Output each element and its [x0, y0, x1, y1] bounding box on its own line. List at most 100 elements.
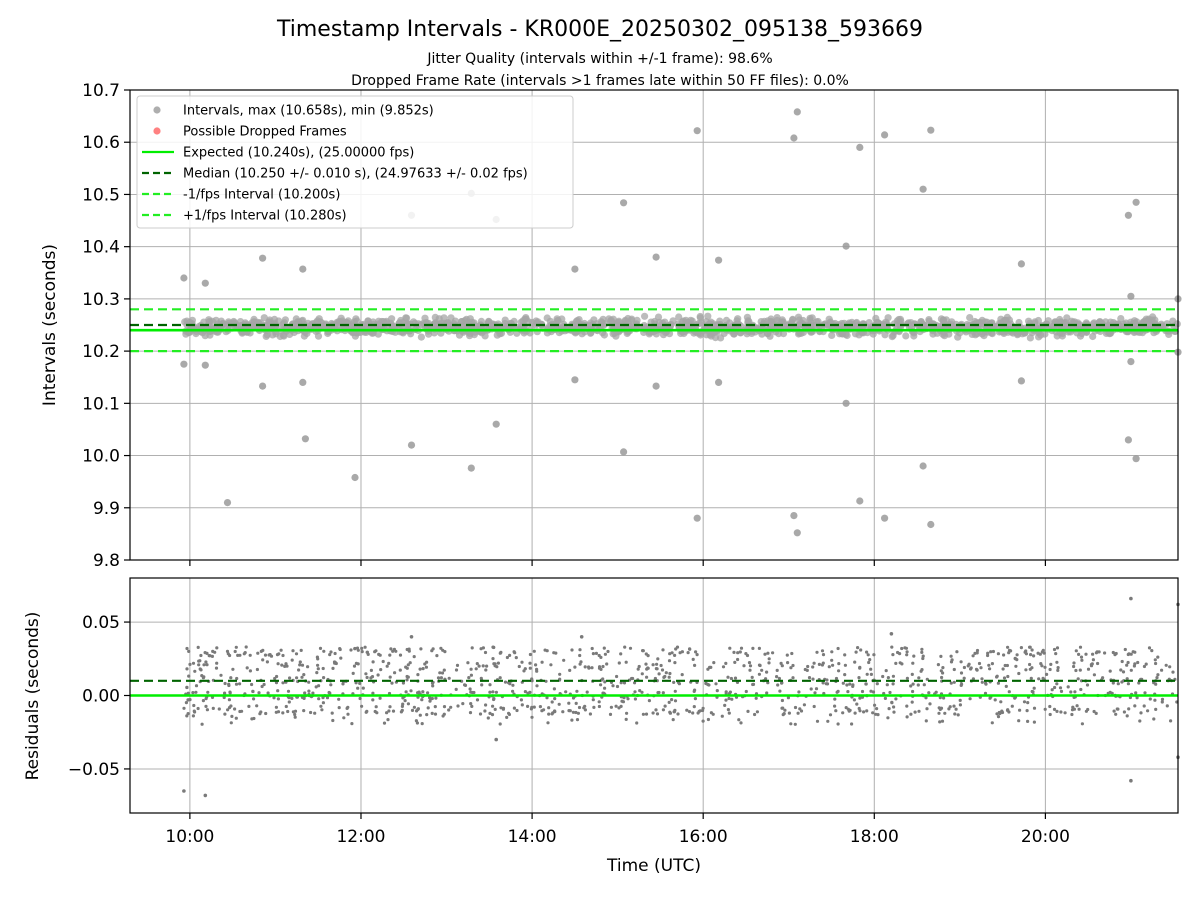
interval-point	[535, 667, 539, 672]
interval-point	[185, 646, 189, 651]
interval-point	[1042, 651, 1046, 655]
outlier-point	[1017, 260, 1025, 268]
interval-point	[428, 696, 432, 700]
interval-point	[897, 317, 905, 325]
interval-point	[764, 677, 768, 681]
interval-point	[1164, 663, 1168, 667]
interval-point	[208, 317, 217, 325]
outlier-point	[620, 199, 628, 207]
interval-point	[871, 711, 875, 715]
outlier-point	[927, 520, 935, 529]
interval-point	[1080, 722, 1084, 726]
interval-point	[1154, 707, 1158, 712]
interval-point	[498, 676, 502, 680]
interval-point	[853, 660, 857, 664]
interval-point	[300, 332, 308, 340]
interval-point	[570, 648, 574, 652]
interval-point	[674, 647, 678, 651]
interval-point	[552, 651, 556, 655]
interval-point	[421, 690, 425, 694]
interval-point	[1150, 649, 1154, 653]
outlier-point	[1127, 358, 1135, 366]
interval-point	[430, 711, 434, 716]
interval-point	[986, 651, 990, 655]
interval-point	[1026, 334, 1034, 342]
interval-point	[857, 676, 861, 680]
interval-point	[653, 676, 658, 681]
interval-point	[197, 663, 201, 667]
interval-point	[1056, 666, 1060, 670]
interval-point	[1080, 658, 1084, 662]
interval-point	[858, 666, 862, 670]
interval-point	[342, 716, 346, 720]
interval-point	[484, 668, 488, 672]
interval-point	[532, 705, 536, 709]
interval-point	[474, 667, 478, 671]
interval-point	[865, 709, 869, 713]
interval-point	[796, 711, 800, 715]
interval-point	[1126, 652, 1130, 657]
interval-point	[311, 691, 315, 695]
interval-point	[837, 669, 841, 673]
interval-point	[995, 674, 999, 678]
outlier-point	[790, 134, 798, 142]
interval-point	[990, 662, 995, 666]
interval-point	[1053, 685, 1057, 690]
interval-point	[513, 651, 517, 655]
interval-point	[1112, 709, 1116, 713]
interval-point	[1148, 697, 1152, 701]
interval-point	[886, 716, 890, 720]
interval-point	[733, 676, 738, 680]
interval-point	[778, 689, 782, 693]
interval-point	[329, 683, 333, 687]
interval-point	[1017, 671, 1021, 676]
x-tick-label: 12:00	[336, 827, 385, 847]
interval-point	[789, 722, 793, 726]
interval-point	[807, 676, 812, 680]
interval-point	[1032, 686, 1036, 690]
chart-subtitle-jitter: Jitter Quality (intervals within +/-1 fr…	[426, 51, 772, 67]
interval-point	[664, 671, 668, 675]
interval-point	[394, 649, 398, 653]
interval-point	[750, 675, 754, 680]
interval-point	[186, 712, 190, 716]
interval-point	[447, 708, 451, 712]
interval-point	[691, 711, 695, 715]
interval-point	[1133, 704, 1137, 708]
interval-point	[217, 707, 221, 711]
interval-point	[1055, 660, 1059, 664]
interval-point	[860, 689, 865, 694]
interval-point	[498, 651, 502, 655]
interval-point	[987, 663, 991, 667]
interval-point	[892, 705, 896, 709]
interval-point	[955, 650, 959, 654]
interval-point	[517, 664, 521, 669]
interval-point	[661, 691, 665, 695]
interval-point	[704, 312, 712, 320]
interval-point	[1084, 709, 1088, 713]
interval-point	[352, 664, 357, 668]
interval-point	[441, 648, 445, 652]
outlier-point	[1124, 211, 1132, 219]
interval-point	[255, 704, 259, 708]
interval-point	[1085, 683, 1090, 687]
interval-point	[475, 698, 480, 702]
interval-point	[322, 676, 326, 680]
interval-point	[376, 673, 380, 677]
intervals-y-ticks: 9.8 9.9 10.0 10.1 10.2 10.3 10.4 10.5 10.6 10.7	[82, 81, 130, 571]
interval-point	[495, 665, 499, 669]
interval-point	[1092, 709, 1096, 714]
intervals-plot-frame	[129, 89, 1179, 561]
interval-point	[468, 687, 472, 691]
interval-point	[811, 677, 815, 681]
interval-point	[252, 697, 256, 701]
interval-point	[1143, 691, 1147, 695]
outlier-point	[1129, 778, 1133, 783]
residuals-y-axis-label: Residuals (seconds)	[23, 612, 43, 781]
interval-point	[619, 652, 623, 656]
outlier-point	[793, 108, 801, 116]
interval-point	[404, 665, 408, 669]
interval-point	[775, 675, 779, 679]
interval-point	[226, 708, 230, 712]
legend-marker	[153, 127, 161, 135]
